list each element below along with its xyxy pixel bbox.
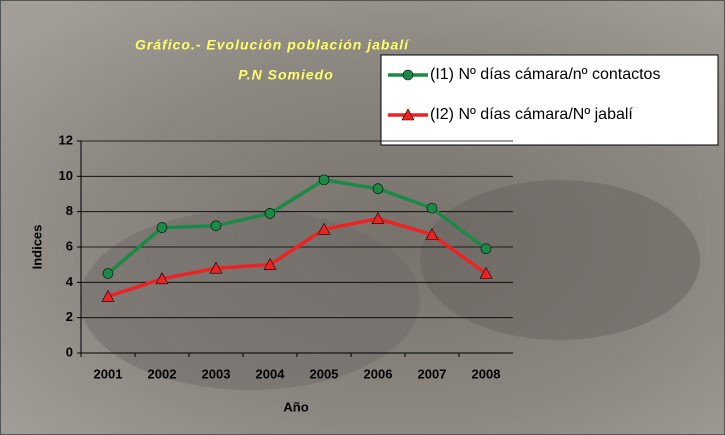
x-tick-label: 2007 (418, 366, 447, 381)
photo-shape (420, 180, 700, 340)
marker (480, 243, 492, 255)
x-tick-label: 2001 (94, 366, 123, 381)
data-line (106, 178, 488, 275)
data-line (107, 216, 488, 299)
x-tick-label: 2004 (256, 366, 286, 381)
marker (318, 174, 330, 186)
y-tick-label: 10 (59, 168, 73, 183)
x-tick-label: 2008 (472, 366, 501, 381)
marker (401, 108, 415, 121)
legend (380, 54, 719, 146)
y-tick-label: 8 (66, 203, 73, 218)
x-tick-label: 2006 (364, 366, 393, 381)
marker (317, 222, 331, 235)
marker (371, 212, 385, 225)
marker (209, 261, 223, 274)
photo-shape (80, 210, 420, 390)
marker (263, 258, 277, 270)
x-tick-label: 2005 (310, 366, 339, 381)
y-tick-label: 12 (59, 132, 73, 147)
y-axis-label: Indices (29, 225, 44, 270)
legend-label: (I2) Nº días cámara/Nº jabalí (430, 106, 633, 123)
marker (210, 220, 222, 232)
marker (426, 202, 438, 214)
marker (425, 228, 439, 240)
marker (402, 69, 414, 81)
chart-subtitle: P.N Somiedo (238, 67, 334, 83)
marker (479, 266, 493, 279)
y-tick-label: 4 (66, 274, 74, 289)
y-tick-label: 6 (66, 238, 73, 253)
legend-label: (I1) Nº días cámara/nº contactos (430, 66, 660, 83)
marker (264, 208, 276, 219)
chart-title: Gráfico.- Evolución población jabalí (135, 37, 410, 53)
marker (156, 222, 168, 233)
marker (101, 289, 115, 302)
y-tick-label: 2 (66, 309, 73, 324)
marker (372, 183, 384, 194)
marker (155, 272, 169, 285)
marker (102, 268, 114, 279)
x-axis-label: Año (283, 399, 308, 414)
x-tick-label: 2003 (202, 366, 231, 381)
x-tick-label: 2002 (148, 366, 177, 381)
y-tick-label: 0 (66, 344, 73, 359)
